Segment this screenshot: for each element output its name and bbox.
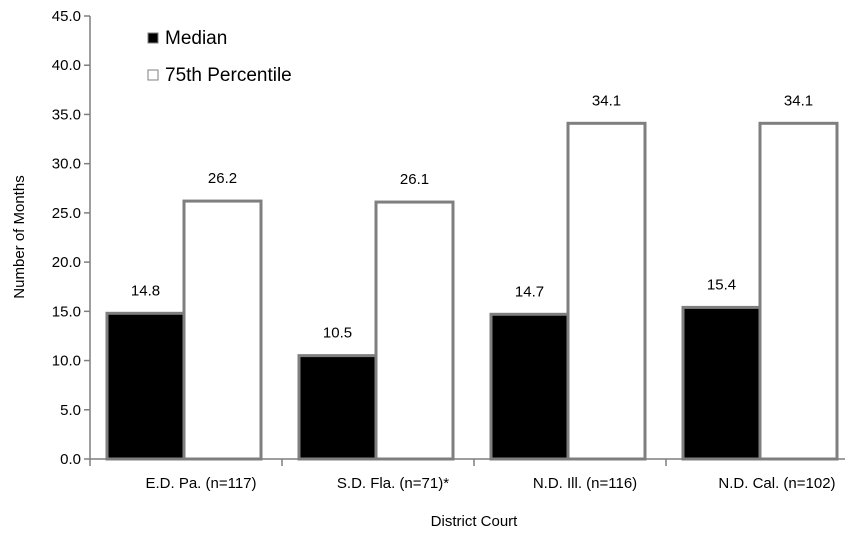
- data-label-median-1: 10.5: [323, 325, 352, 342]
- bars-group: [105, 121, 839, 461]
- y-tick-label: 25.0: [52, 205, 81, 222]
- y-tick-label: 35.0: [52, 106, 81, 123]
- y-tick-label: 20.0: [52, 254, 81, 271]
- axes-group: [84, 15, 845, 466]
- legend-label-median: Median: [165, 28, 227, 49]
- x-tick-label: E.D. Pa. (n=117): [145, 475, 256, 492]
- x-axis-title: District Court: [431, 513, 519, 530]
- legend: Median 75th Percentile: [147, 28, 292, 86]
- data-label-75th-percentile-2: 34.1: [592, 92, 621, 109]
- tick-labels-group: 0.0 5.0 10.0 15.0 20.0 25.0 30.0 35.0 40.0 45.0 E.…: [52, 8, 836, 492]
- data-label-75th-percentile-3: 34.1: [784, 92, 813, 109]
- bar-75th-percentile-3: [758, 121, 839, 461]
- x-tick-label: S.D. Fla. (n=71)*: [337, 475, 449, 492]
- y-axis-title: Number of Months: [11, 175, 28, 298]
- y-tick-label: 5.0: [60, 402, 81, 419]
- data-label-75th-percentile-1: 26.1: [400, 171, 429, 188]
- y-tick-label: 0.0: [60, 451, 81, 468]
- x-tick-label: N.D. Cal. (n=102): [718, 475, 835, 492]
- bar-75th-percentile-2: [566, 121, 647, 461]
- bar-median-3: [681, 305, 762, 461]
- bar-75th-percentile-0: [182, 199, 263, 461]
- data-label-median-0: 14.8: [131, 282, 160, 299]
- y-tick-label: 40.0: [52, 57, 81, 74]
- bar-median-1: [297, 354, 378, 461]
- legend-label-75th-percentile: 75th Percentile: [165, 65, 292, 86]
- bar-median-0: [105, 311, 186, 461]
- data-labels-group: 14.8 10.5 14.7 15.4 26.2 26.1 34.1 34.1: [131, 92, 813, 341]
- data-label-median-2: 14.7: [515, 283, 544, 300]
- bar-75th-percentile-1: [374, 200, 455, 461]
- x-tick-label: N.D. Ill. (n=116): [533, 475, 637, 492]
- data-label-median-3: 15.4: [707, 276, 736, 293]
- data-label-75th-percentile-0: 26.2: [208, 170, 237, 187]
- bar-median-2: [489, 312, 570, 461]
- y-tick-label: 10.0: [52, 353, 81, 370]
- legend-swatch-75th-percentile: [147, 69, 159, 81]
- legend-swatch-median: [147, 32, 159, 44]
- y-tick-label: 45.0: [52, 8, 81, 25]
- y-tick-label: 30.0: [52, 156, 81, 173]
- y-tick-label: 15.0: [52, 303, 81, 320]
